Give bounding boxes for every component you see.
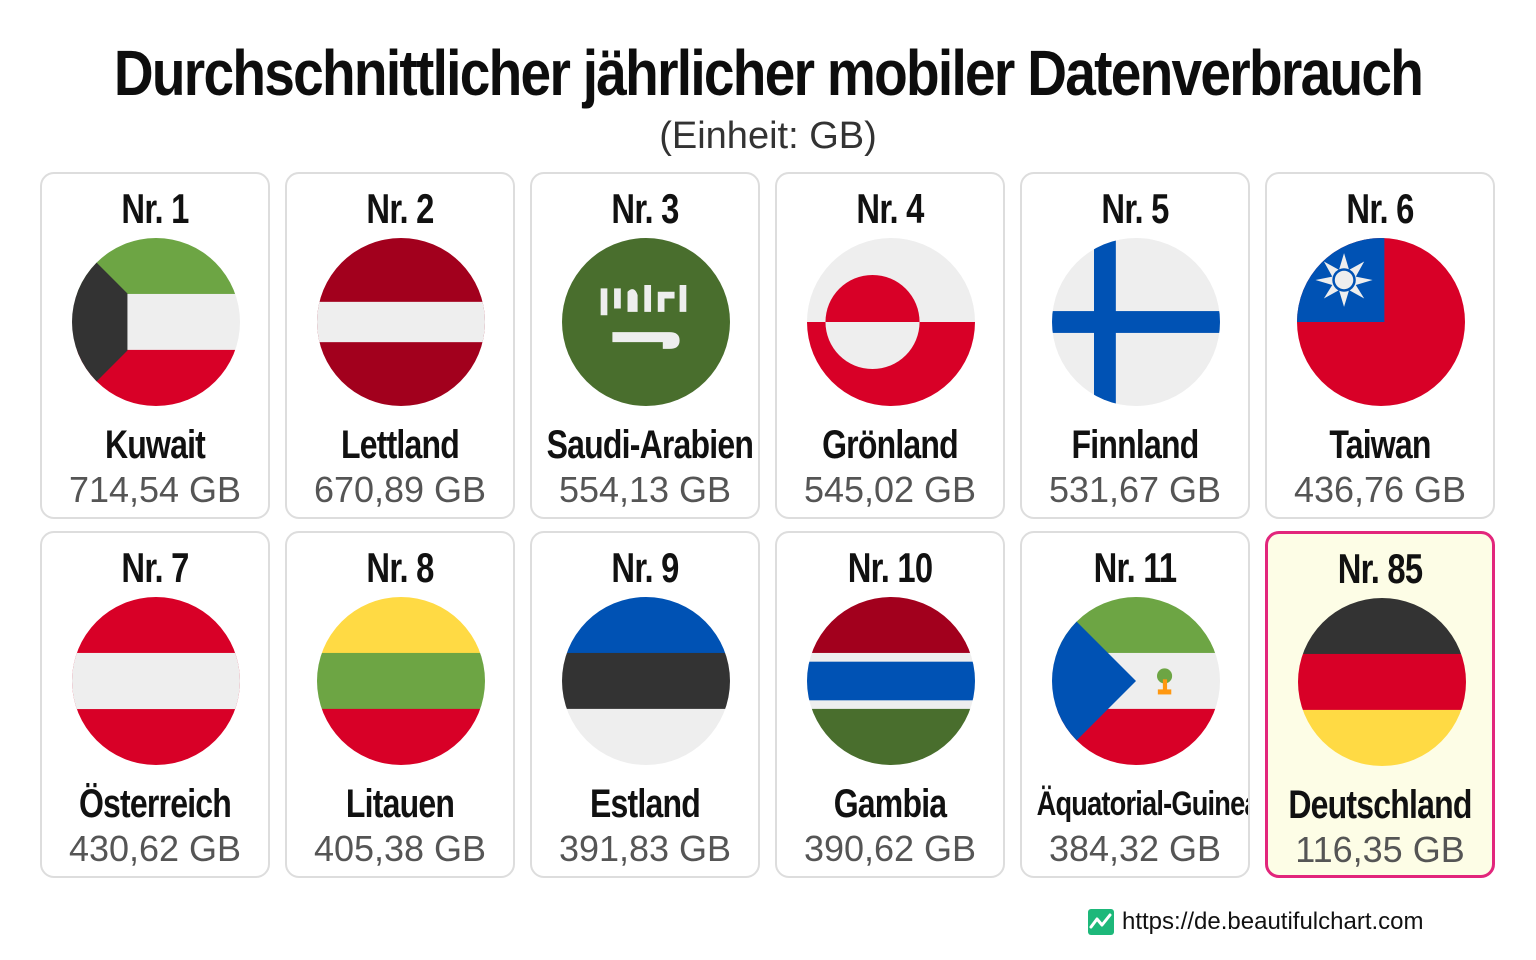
data-value: 436,76 GB xyxy=(1293,469,1467,510)
chart-subtitle: (Einheit: GB) xyxy=(659,115,877,157)
rank-label: Nr. 5 xyxy=(1101,185,1169,232)
rank-label: Nr. 85 xyxy=(1337,545,1423,592)
chart-line-icon xyxy=(1088,909,1114,935)
germany-flag-icon xyxy=(1298,598,1466,766)
country-card-highlighted: Nr. 85 Deutschland 116,35 GB xyxy=(1265,531,1495,878)
data-value: 554,13 GB xyxy=(558,469,732,510)
rank-label: Nr. 10 xyxy=(847,544,933,591)
country-name: Österreich xyxy=(78,782,232,826)
data-value: 670,89 GB xyxy=(313,469,487,510)
country-name: Gambia xyxy=(833,782,947,826)
ranking-grid: Nr. 1 Kuwait 714,54 GB Nr. 2 Lettland xyxy=(40,172,1495,878)
source-credit: https://de.beautifulchart.com xyxy=(1088,906,1424,938)
country-name: Taiwan xyxy=(1329,423,1431,467)
country-name: Lettland xyxy=(340,423,460,467)
country-card: Nr. 7 Österreich 430,62 GB xyxy=(40,531,270,878)
greenland-flag-icon xyxy=(807,238,975,406)
data-value: 384,32 GB xyxy=(1048,828,1222,869)
rank-label: Nr. 3 xyxy=(611,185,679,232)
country-card: Nr. 2 Lettland 670,89 GB xyxy=(285,172,515,519)
data-value: 405,38 GB xyxy=(313,828,487,869)
country-card: Nr. 3 Saudi-Arabien 554,13 GB xyxy=(530,172,760,519)
austria-flag-icon xyxy=(72,597,240,765)
country-name: Saudi-Arabien xyxy=(546,423,754,467)
data-value: 545,02 GB xyxy=(803,469,977,510)
country-name: Litauen xyxy=(345,782,455,826)
rank-label: Nr. 9 xyxy=(611,544,679,591)
country-name: Finnland xyxy=(1071,423,1200,467)
country-card: Nr. 9 Estland 391,83 GB xyxy=(530,531,760,878)
source-url[interactable]: https://de.beautifulchart.com xyxy=(1122,908,1424,935)
saudi-arabia-flag-icon xyxy=(562,238,730,406)
taiwan-flag-icon xyxy=(1297,238,1465,406)
country-name: Estland xyxy=(590,782,701,826)
country-name: Kuwait xyxy=(104,423,206,467)
equatorial-guinea-flag-icon xyxy=(1052,597,1220,765)
country-card: Nr. 8 Litauen 405,38 GB xyxy=(285,531,515,878)
rank-label: Nr. 11 xyxy=(1093,544,1178,591)
chart-title: Durchschnittlicher jährlicher mobiler Da… xyxy=(113,37,1424,109)
country-name: Äquatorial-Guinea xyxy=(1036,785,1250,823)
country-card: Nr. 6 Taiwan 436,76 GB xyxy=(1265,172,1495,519)
rank-label: Nr. 6 xyxy=(1346,185,1414,232)
country-card: Nr. 1 Kuwait 714,54 GB xyxy=(40,172,270,519)
data-value: 391,83 GB xyxy=(558,828,732,869)
data-value: 714,54 GB xyxy=(68,469,242,510)
data-value: 116,35 GB xyxy=(1295,829,1465,870)
gambia-flag-icon xyxy=(807,597,975,765)
data-value: 430,62 GB xyxy=(68,828,242,869)
rank-label: Nr. 8 xyxy=(366,544,434,591)
rank-label: Nr. 1 xyxy=(121,185,189,232)
country-card: Nr. 10 Gambia 390,62 GB xyxy=(775,531,1005,878)
rank-label: Nr. 4 xyxy=(856,185,924,232)
rank-label: Nr. 2 xyxy=(366,185,434,232)
country-card: Nr. 11 Äquatorial-Guinea 384,32 GB xyxy=(1020,531,1250,878)
country-card: Nr. 4 Grönland 545,02 GB xyxy=(775,172,1005,519)
kuwait-flag-icon xyxy=(72,238,240,406)
lithuania-flag-icon xyxy=(317,597,485,765)
data-value: 531,67 GB xyxy=(1048,469,1222,510)
latvia-flag-icon xyxy=(317,238,485,406)
country-name: Deutschland xyxy=(1288,783,1472,827)
rank-label: Nr. 7 xyxy=(121,544,189,591)
country-name: Grönland xyxy=(822,423,959,467)
estonia-flag-icon xyxy=(562,597,730,765)
finland-flag-icon xyxy=(1052,238,1220,406)
country-card: Nr. 5 Finnland 531,67 GB xyxy=(1020,172,1250,519)
data-value: 390,62 GB xyxy=(803,828,977,869)
